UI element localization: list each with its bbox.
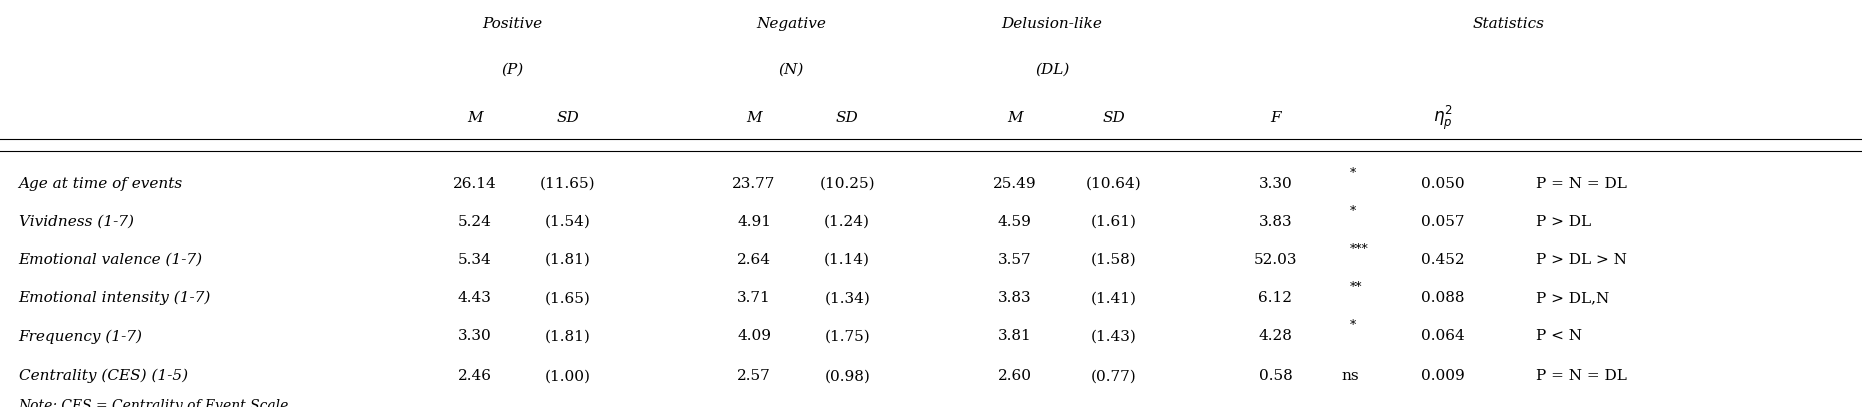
Text: (1.41): (1.41) (1091, 291, 1136, 305)
Text: *: * (1350, 319, 1356, 333)
Text: SD: SD (836, 111, 858, 125)
Text: 2.64: 2.64 (737, 253, 771, 267)
Text: 6.12: 6.12 (1259, 291, 1292, 305)
Text: (DL): (DL) (1035, 62, 1069, 77)
Text: 0.057: 0.057 (1421, 215, 1465, 229)
Text: 3.83: 3.83 (1259, 215, 1292, 229)
Text: 52.03: 52.03 (1253, 253, 1298, 267)
Text: ns: ns (1341, 369, 1359, 383)
Text: M: M (747, 111, 762, 125)
Text: 3.57: 3.57 (998, 253, 1032, 267)
Text: 4.43: 4.43 (458, 291, 492, 305)
Text: $\eta_p^2$: $\eta_p^2$ (1434, 104, 1452, 132)
Text: Frequency (1-7): Frequency (1-7) (19, 329, 143, 344)
Text: Positive: Positive (482, 17, 542, 31)
Text: *: * (1350, 205, 1356, 218)
Text: 0.064: 0.064 (1421, 329, 1465, 344)
Text: 4.28: 4.28 (1259, 329, 1292, 344)
Text: (10.64): (10.64) (1086, 177, 1141, 191)
Text: (N): (N) (778, 62, 804, 77)
Text: P = N = DL: P = N = DL (1536, 177, 1627, 191)
Text: 3.30: 3.30 (1259, 177, 1292, 191)
Text: Emotional valence (1-7): Emotional valence (1-7) (19, 253, 203, 267)
Text: P > DL: P > DL (1536, 215, 1592, 229)
Text: Vividness (1-7): Vividness (1-7) (19, 215, 134, 229)
Text: (1.24): (1.24) (825, 215, 870, 229)
Text: 4.91: 4.91 (737, 215, 771, 229)
Text: 5.34: 5.34 (458, 253, 492, 267)
Text: (1.54): (1.54) (546, 215, 590, 229)
Text: (1.58): (1.58) (1091, 253, 1136, 267)
Text: 4.59: 4.59 (998, 215, 1032, 229)
Text: (1.61): (1.61) (1091, 215, 1136, 229)
Text: P > DL > N: P > DL > N (1536, 253, 1627, 267)
Text: 2.60: 2.60 (998, 369, 1032, 383)
Text: P = N = DL: P = N = DL (1536, 369, 1627, 383)
Text: (0.77): (0.77) (1091, 369, 1136, 383)
Text: Age at time of events: Age at time of events (19, 177, 182, 191)
Text: (P): (P) (501, 62, 523, 77)
Text: (11.65): (11.65) (540, 177, 596, 191)
Text: M: M (1007, 111, 1022, 125)
Text: 0.050: 0.050 (1421, 177, 1465, 191)
Text: Statistics: Statistics (1473, 17, 1544, 31)
Text: 3.30: 3.30 (458, 329, 492, 344)
Text: SD: SD (1102, 111, 1125, 125)
Text: (1.81): (1.81) (546, 329, 590, 344)
Text: **: ** (1350, 281, 1363, 294)
Text: 2.57: 2.57 (737, 369, 771, 383)
Text: (10.25): (10.25) (819, 177, 875, 191)
Text: 25.49: 25.49 (992, 177, 1037, 191)
Text: P < N: P < N (1536, 329, 1583, 344)
Text: 23.77: 23.77 (732, 177, 776, 191)
Text: F: F (1270, 111, 1281, 125)
Text: Emotional intensity (1-7): Emotional intensity (1-7) (19, 291, 210, 305)
Text: Delusion-like: Delusion-like (1002, 17, 1102, 31)
Text: 0.452: 0.452 (1421, 253, 1465, 267)
Text: 0.58: 0.58 (1259, 369, 1292, 383)
Text: SD: SD (557, 111, 579, 125)
Text: (1.00): (1.00) (546, 369, 590, 383)
Text: (0.98): (0.98) (825, 369, 870, 383)
Text: (1.75): (1.75) (825, 329, 870, 344)
Text: 5.24: 5.24 (458, 215, 492, 229)
Text: (1.81): (1.81) (546, 253, 590, 267)
Text: P > DL,N: P > DL,N (1536, 291, 1609, 305)
Text: 4.09: 4.09 (737, 329, 771, 344)
Text: (1.14): (1.14) (825, 253, 870, 267)
Text: 3.71: 3.71 (737, 291, 771, 305)
Text: (1.43): (1.43) (1091, 329, 1136, 344)
Text: (1.34): (1.34) (825, 291, 870, 305)
Text: M: M (467, 111, 482, 125)
Text: 0.088: 0.088 (1421, 291, 1465, 305)
Text: 0.009: 0.009 (1421, 369, 1465, 383)
Text: 26.14: 26.14 (452, 177, 497, 191)
Text: *: * (1350, 167, 1356, 180)
Text: 2.46: 2.46 (458, 369, 492, 383)
Text: 3.81: 3.81 (998, 329, 1032, 344)
Text: 3.83: 3.83 (998, 291, 1032, 305)
Text: ***: *** (1350, 243, 1369, 256)
Text: Note: CES = Centrality of Event Scale: Note: CES = Centrality of Event Scale (19, 399, 289, 407)
Text: Negative: Negative (756, 17, 827, 31)
Text: Centrality (CES) (1-5): Centrality (CES) (1-5) (19, 369, 188, 383)
Text: (1.65): (1.65) (546, 291, 590, 305)
